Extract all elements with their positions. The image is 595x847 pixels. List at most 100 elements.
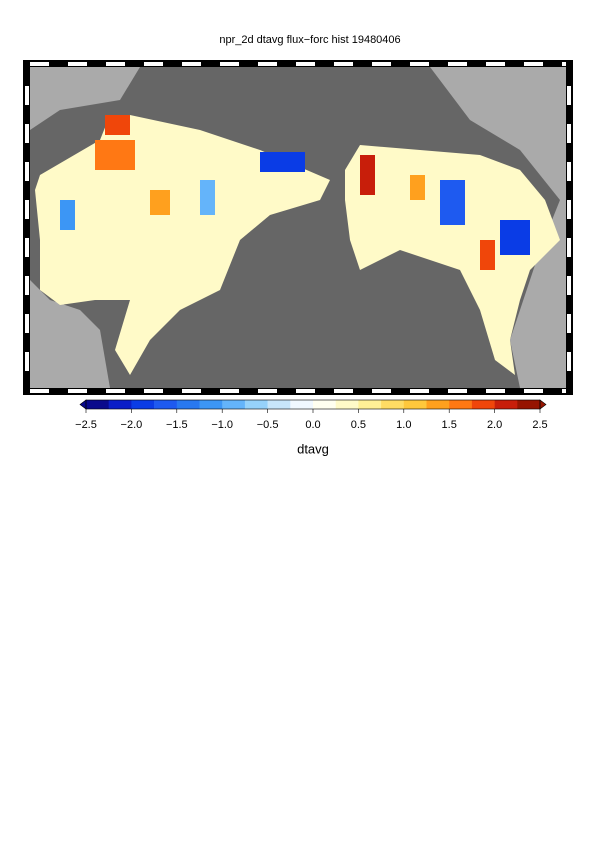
frame-stripe (25, 238, 29, 257)
colorbar-segment (381, 400, 405, 409)
frame-stripe (372, 62, 391, 66)
colorbar-label: dtavg (297, 441, 329, 456)
field-patch (60, 200, 75, 230)
frame-stripe (410, 389, 429, 393)
colorbar-segment (517, 400, 541, 409)
colorbar-tick-label: 1.0 (396, 419, 411, 431)
data-field (35, 115, 330, 375)
frame-stripe (258, 62, 277, 66)
colorbar-segment (426, 400, 450, 409)
colorbar-extend (539, 399, 547, 410)
frame-stripe (25, 200, 29, 219)
frame-stripe (567, 124, 571, 143)
land (30, 67, 140, 130)
colorbar-segment (199, 400, 223, 409)
colorbar-tick-label: 0.5 (351, 419, 366, 431)
map-title: npr_2d dtavg flux−forc hist 19480406 (219, 34, 400, 46)
field-patch (360, 155, 375, 195)
colorbar-segment (358, 400, 382, 409)
frame-stripe (567, 276, 571, 295)
frame-stripe (448, 62, 467, 66)
frame-stripe (25, 124, 29, 143)
field-patch (150, 190, 170, 215)
frame-stripe (567, 238, 571, 257)
frame-stripe (25, 86, 29, 105)
frame-stripe (296, 62, 315, 66)
field-patch (200, 180, 215, 215)
colorbar-segment (108, 400, 132, 409)
frame-stripe (486, 62, 505, 66)
colorbar-tick-label: −1.0 (211, 419, 233, 431)
colorbar-segment (176, 400, 200, 409)
colorbar-segment (335, 400, 359, 409)
frame-stripe (25, 314, 29, 333)
colorbar-segment (154, 400, 178, 409)
frame-stripe (448, 389, 467, 393)
frame-stripe (68, 62, 87, 66)
frame-stripe (220, 389, 239, 393)
colorbar-segment (471, 400, 495, 409)
land (30, 280, 110, 388)
data-field (345, 145, 560, 375)
field-patch (440, 180, 465, 225)
colorbar-segment (244, 400, 268, 409)
frame-stripe (144, 389, 163, 393)
colorbar-segment (222, 400, 246, 409)
frame-stripe (567, 86, 571, 105)
frame-stripe (25, 162, 29, 181)
frame-stripe (524, 62, 543, 66)
field-patch (500, 220, 530, 255)
colorbar-tick-label: 2.5 (532, 419, 547, 431)
map (23, 60, 573, 395)
frame-stripe (334, 389, 353, 393)
colorbar-tick-label: −0.5 (257, 419, 279, 431)
frame-stripe (567, 200, 571, 219)
colorbar-tick-label: −2.0 (121, 419, 143, 431)
colorbar-tick-label: −2.5 (75, 419, 97, 431)
frame-stripe (106, 62, 125, 66)
colorbar-segment (86, 400, 109, 409)
frame-stripe (258, 389, 277, 393)
frame-stripe (562, 389, 566, 393)
frame-stripe (25, 352, 29, 371)
frame-stripe (296, 389, 315, 393)
frame-stripe (106, 389, 125, 393)
frame-stripe (25, 276, 29, 295)
field-patch (105, 115, 130, 135)
colorbar-segment (403, 400, 427, 409)
frame-stripe (182, 389, 201, 393)
frame-stripe (486, 389, 505, 393)
frame-stripe (410, 62, 429, 66)
frame-stripe (220, 62, 239, 66)
frame-stripe (30, 62, 49, 66)
colorbar-tick-label: 1.5 (442, 419, 457, 431)
frame-stripe (144, 62, 163, 66)
colorbar-tick-label: −1.5 (166, 419, 188, 431)
field-patch (95, 140, 135, 170)
colorbar-segment (267, 400, 291, 409)
land (430, 67, 566, 388)
colorbar-segment (290, 400, 314, 409)
colorbar-segment (313, 400, 336, 409)
frame-stripe (567, 314, 571, 333)
frame-stripe (30, 389, 49, 393)
colorbar-segment (449, 400, 473, 409)
frame-stripe (68, 389, 87, 393)
frame-stripe (372, 389, 391, 393)
frame-stripes (25, 62, 571, 393)
colorbar-segment (131, 400, 155, 409)
colorbar-segment (494, 400, 518, 409)
colorbar-tick-label: 2.0 (487, 419, 502, 431)
frame-stripe (182, 62, 201, 66)
frame-stripe (524, 389, 543, 393)
frame-stripe (567, 162, 571, 181)
frame-stripe (562, 62, 566, 66)
frame-stripe (334, 62, 353, 66)
field-patch (260, 152, 305, 172)
colorbar: −2.5 −2.0 −1.5 −1.0 −0.5 0.0 0.5 1.0 1.5 2.0 2.5 (75, 399, 548, 431)
colorbar-extend (79, 399, 87, 410)
field-patch (480, 240, 495, 270)
frame-stripe (567, 352, 571, 371)
